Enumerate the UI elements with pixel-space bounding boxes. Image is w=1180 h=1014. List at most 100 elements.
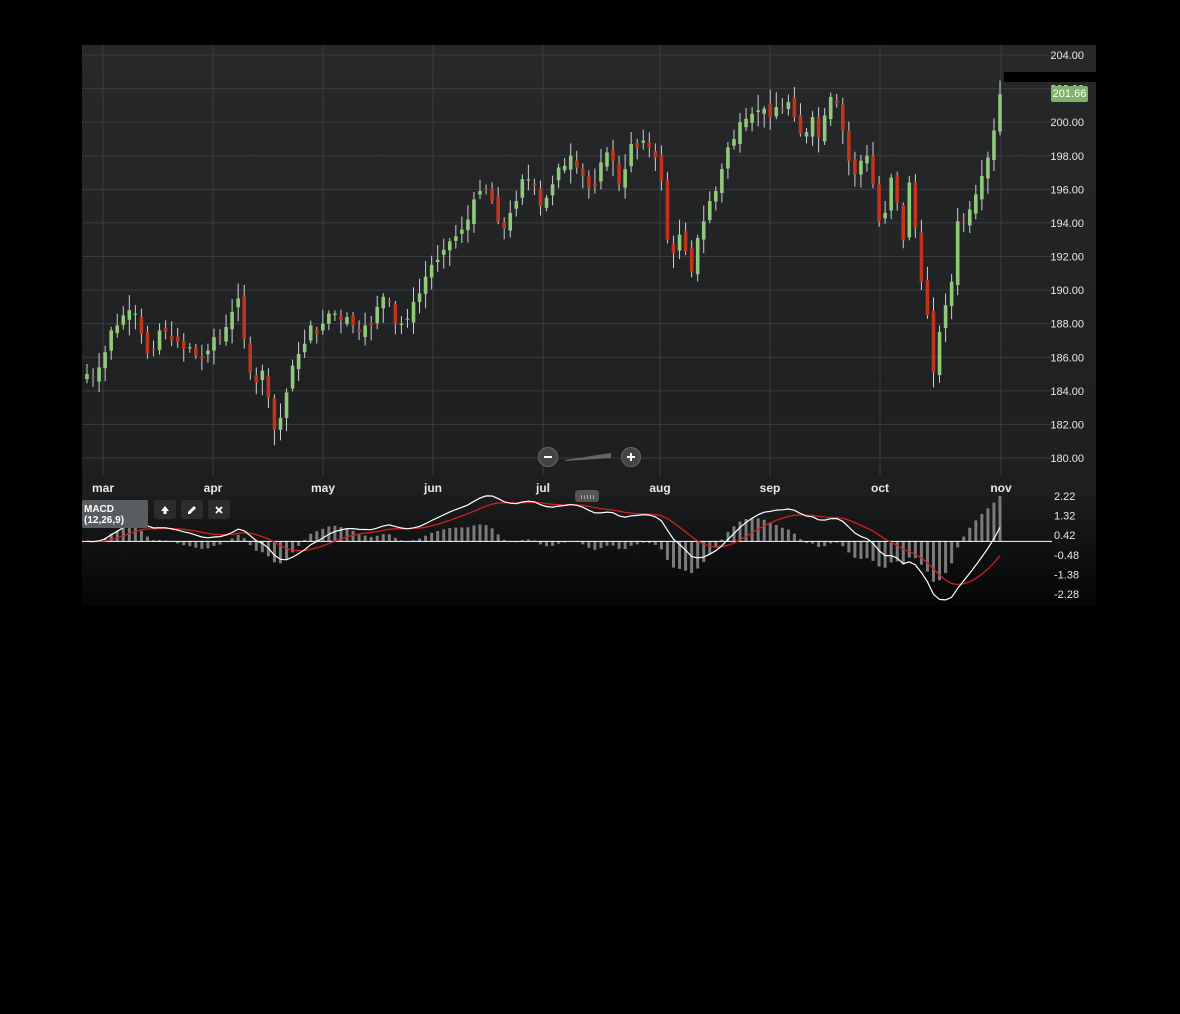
candle [454, 225, 458, 249]
candle-body [387, 301, 392, 303]
candle-body [508, 212, 513, 231]
candle-body [538, 188, 543, 207]
month-tick-label: nov [990, 481, 1012, 495]
zoom-slider[interactable] [565, 452, 611, 462]
macd-histogram-bar [563, 541, 567, 543]
macd-histogram-bar [484, 525, 488, 542]
candle [593, 168, 597, 194]
candle [484, 184, 488, 195]
candle-body [961, 220, 966, 222]
candle-body [266, 375, 271, 398]
price-tick-label: 190.00 [1050, 285, 1084, 297]
candle-body [145, 332, 150, 354]
candle-body [399, 323, 404, 325]
macd-histogram-bar [919, 541, 923, 565]
month-tick-label: may [311, 481, 335, 495]
candle-body [290, 365, 295, 389]
macd-histogram-bar [339, 527, 343, 542]
candle-body [671, 243, 676, 254]
macd-histogram-bar [925, 541, 929, 572]
candle-body [677, 234, 682, 251]
candle-body [581, 169, 585, 176]
price-chart[interactable]: 204.00202.00200.00198.00196.00194.00192.… [0, 0, 1180, 610]
candle [581, 163, 585, 189]
macd-histogram-bar [115, 530, 119, 542]
macd-histogram-bar [387, 534, 391, 542]
candle [798, 103, 803, 137]
remove-indicator-button[interactable] [208, 500, 230, 519]
candle-body [822, 115, 827, 142]
candle-body [895, 174, 900, 203]
macd-histogram-bar [938, 541, 942, 581]
candle [695, 234, 700, 282]
candle-body [121, 315, 126, 325]
candle-body [726, 147, 730, 169]
price-tick-label: 196.00 [1050, 184, 1084, 196]
zoom-out-button[interactable] [538, 447, 558, 467]
candle-body [169, 336, 174, 341]
candle-body [369, 322, 373, 326]
zoom-in-button[interactable] [621, 447, 641, 467]
macd-histogram-bar [792, 533, 796, 542]
macd-histogram-bar [895, 541, 899, 562]
candle-body [629, 143, 633, 167]
candle [865, 144, 869, 172]
candle-body [496, 196, 500, 222]
macd-histogram-bar [278, 541, 282, 564]
candle-body [357, 329, 361, 333]
candle [478, 179, 482, 200]
macd-histogram-bar [430, 532, 434, 542]
edit-indicator-button[interactable] [181, 500, 203, 519]
candle-body [411, 301, 416, 323]
macd-histogram-bar [786, 529, 790, 542]
macd-histogram-bar [835, 541, 839, 543]
candle [405, 309, 410, 328]
candle [187, 342, 192, 353]
macd-histogram-bar [182, 541, 186, 546]
candle [302, 329, 307, 358]
macd-tick-label: -0.48 [1054, 550, 1079, 562]
macd-histogram-bar [678, 541, 682, 569]
candle-body [919, 232, 924, 282]
candle-body [417, 293, 422, 302]
candle [327, 310, 331, 331]
candle [623, 154, 627, 199]
candle [339, 309, 343, 334]
candle-body [218, 337, 222, 339]
month-tick-label: jul [535, 481, 550, 495]
chart-container: 204.00202.00200.00198.00196.00194.00192.… [0, 0, 1180, 610]
move-indicator-up-button[interactable] [154, 500, 176, 519]
macd-histogram-bar [992, 502, 996, 542]
candle-body [314, 329, 319, 334]
candle-body [647, 142, 652, 148]
candle-body [260, 370, 265, 381]
candle [834, 93, 839, 108]
candle [720, 163, 724, 203]
candle [786, 94, 791, 116]
macd-histogram-bar [750, 518, 754, 542]
candle-body [877, 184, 881, 222]
candle [85, 363, 89, 384]
candle [599, 149, 603, 190]
indicator-badge[interactable]: MACD (12,26,9) [82, 500, 148, 528]
macd-line [86, 495, 1001, 601]
candle-body [254, 375, 259, 383]
macd-histogram-bar [121, 528, 125, 542]
candle [744, 107, 748, 132]
candle-body [562, 165, 567, 171]
candle-body [460, 229, 464, 234]
candle-body [447, 241, 452, 251]
pane-resize-handle[interactable] [575, 490, 599, 502]
candle [653, 143, 658, 172]
macd-histogram-bar [496, 534, 500, 542]
macd-tick-label: 1.32 [1054, 511, 1075, 523]
macd-histogram-bar [133, 526, 137, 542]
candle-body [550, 184, 555, 196]
candle-body [780, 108, 785, 111]
candle [460, 216, 464, 244]
candle [871, 142, 875, 189]
macd-histogram-bar [206, 541, 210, 549]
price-tick-label: 180.00 [1050, 453, 1084, 465]
edit-pencil-icon [188, 505, 196, 514]
candle-body [127, 310, 132, 320]
